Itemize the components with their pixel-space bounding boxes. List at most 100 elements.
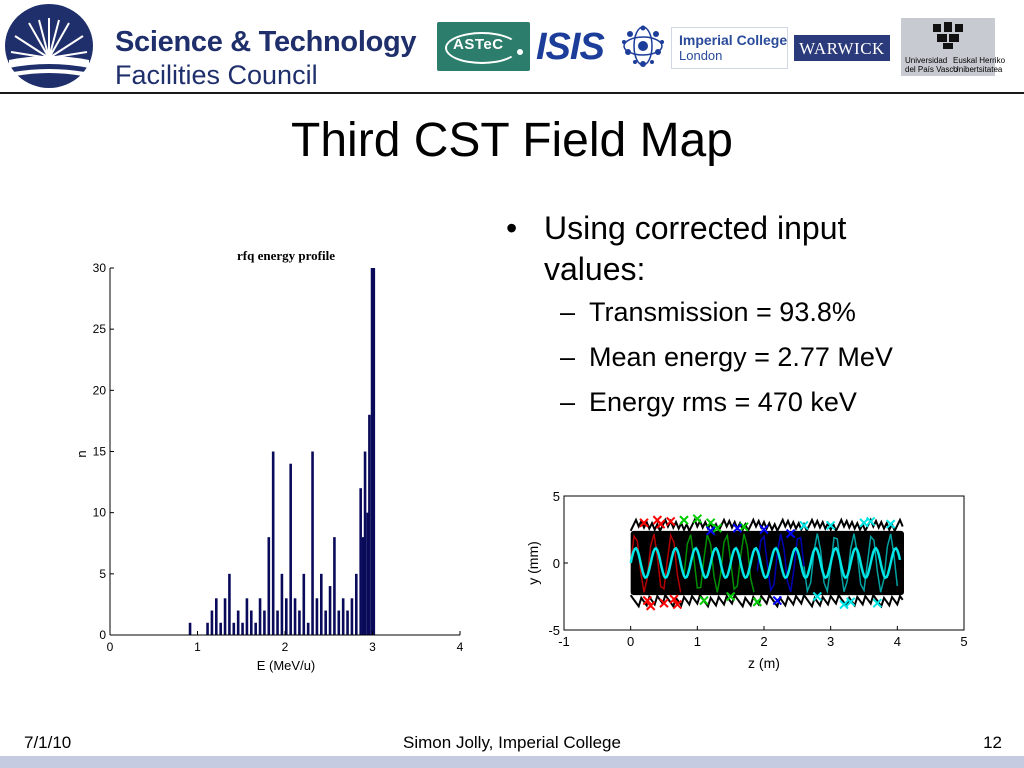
ehu-logo-left-line1: Universidad [905, 56, 948, 65]
histogram-title: rfq energy profile [237, 248, 335, 263]
lost-particle-marker [839, 599, 849, 610]
lost-particle-marker [739, 522, 749, 532]
bullet-list: • Using corrected input values: – Transm… [506, 208, 976, 425]
page-number: 12 [983, 733, 1002, 752]
histogram-bar [245, 598, 249, 635]
lost-particle-marker [655, 519, 666, 529]
histogram-y-tick-label: 0 [99, 628, 106, 642]
imperial-logo-line2: London [679, 48, 723, 63]
dash-icon: – [560, 297, 576, 327]
histogram-bar [311, 451, 314, 635]
histogram-y-tick-label: 30 [93, 261, 107, 275]
lost-particle-marker [845, 597, 856, 607]
trajectory-y-tick-label: 5 [553, 489, 560, 504]
trajectory-x-tick-label: 0 [627, 634, 634, 649]
lost-particle-marker [639, 518, 649, 528]
histogram-bar [363, 451, 367, 635]
histogram-bar [232, 622, 236, 635]
dash-icon: – [560, 387, 576, 417]
subbullet-text: Transmission = 93.8% [589, 297, 856, 327]
histogram-x-label: E (MeV/u) [257, 658, 316, 673]
histogram-bar [306, 622, 310, 635]
trajectory-x-tick-label: 5 [960, 634, 967, 649]
bullet-text-line1: Using corrected input [544, 210, 847, 246]
histogram-bar [362, 537, 365, 635]
histogram-y-tick-label: 15 [93, 445, 107, 459]
histogram-y-tick-label: 10 [93, 506, 107, 520]
beam-centroid-wave [629, 546, 902, 580]
stfc-sun-logo [5, 4, 93, 88]
astec-logo-text: ASTeC [453, 36, 504, 53]
histogram-bar [324, 610, 327, 635]
histogram-bar [236, 610, 240, 635]
slide-title: Third CST Field Map [291, 114, 733, 167]
histogram-bar [320, 573, 323, 635]
histogram-bar [276, 610, 279, 635]
histogram-bar [302, 573, 306, 635]
histogram-bar [267, 537, 271, 635]
footer-author: Simon Jolly, Imperial College [403, 733, 621, 752]
lost-particle-marker [705, 518, 716, 528]
footer-date: 7/1/10 [24, 733, 72, 752]
histogram-bar [341, 598, 345, 635]
histogram-bar [346, 610, 349, 635]
lost-particle-marker [642, 595, 653, 606]
lost-particle-marker [705, 526, 716, 536]
lost-particle-marker [699, 595, 709, 606]
particle-trajectory [803, 533, 899, 595]
histogram-bar [280, 573, 284, 635]
histogram-bar [298, 610, 301, 635]
histogram-bar [315, 598, 319, 635]
histogram-bar [210, 610, 214, 635]
trajectory-y-tick-label: -5 [548, 623, 560, 638]
stfc-name-line1: Science & Technology [115, 26, 417, 58]
histogram-x-tick-label: 4 [457, 640, 464, 654]
histogram-bar [254, 622, 257, 635]
ehu-logo: Universidad del País Vasco Euskal Herrik… [901, 18, 1005, 76]
astec-dot-icon [517, 49, 523, 55]
stfc-name-line2: Facilities Council [115, 60, 318, 90]
lost-particle-marker [799, 520, 809, 531]
header-divider [0, 92, 1024, 94]
lost-particle-marker [665, 516, 676, 527]
lost-particle-marker [759, 524, 769, 535]
trajectory-x-tick-label: 1 [694, 634, 701, 649]
lost-particle-marker [859, 518, 869, 528]
imperial-college-logo: Imperial College London [671, 27, 788, 69]
particle-band-top-edge [629, 517, 904, 534]
lost-particle-marker [659, 598, 669, 608]
logo-header: Science & Technology Facilities Council … [0, 0, 1024, 92]
ehu-logo-right-line1: Euskal Herriko [953, 56, 1006, 65]
histogram-bar [366, 512, 369, 635]
lost-particle-marker [672, 599, 683, 610]
histogram-bar [263, 610, 266, 635]
subbullet-mean-energy: – Mean energy = 2.77 MeV [506, 335, 976, 380]
histogram-bar [250, 610, 253, 635]
trajectory-y-label: y (mm) [525, 541, 541, 585]
lost-particle-marker [812, 591, 823, 602]
histogram-bar [285, 598, 288, 635]
warwick-logo-text: WARWICK [799, 39, 885, 58]
energy-histogram-chart: 0 1 2 3 4 0 5 10 15 20 25 30 rfq energy profile E (Me… [74, 240, 474, 680]
histogram-bar [355, 573, 358, 635]
astec-ring-icon [445, 32, 519, 64]
lost-particle-marker [772, 595, 783, 606]
histogram-y-tick-label: 25 [93, 322, 107, 336]
ehu-crest-icon [933, 22, 963, 49]
histogram-x-tick-label: 1 [194, 640, 201, 654]
histogram-bar [215, 598, 218, 635]
histogram-bar [258, 598, 262, 635]
lost-particle-marker [645, 601, 656, 611]
histogram-bar [337, 610, 341, 635]
histogram-x-tick-label: 2 [282, 640, 289, 654]
bullet-text-line2: values: [544, 251, 646, 287]
lost-particle-marker [669, 594, 679, 604]
footer-bar [0, 756, 1024, 768]
histogram-bar [372, 268, 376, 635]
histogram-y-tick-label: 20 [93, 383, 107, 397]
bullet-dot-icon: • [506, 210, 518, 246]
imperial-logo-line1: Imperial College [679, 32, 788, 48]
dash-icon: – [560, 342, 576, 372]
histogram-bar [241, 622, 244, 635]
lost-particle-marker [825, 520, 836, 531]
